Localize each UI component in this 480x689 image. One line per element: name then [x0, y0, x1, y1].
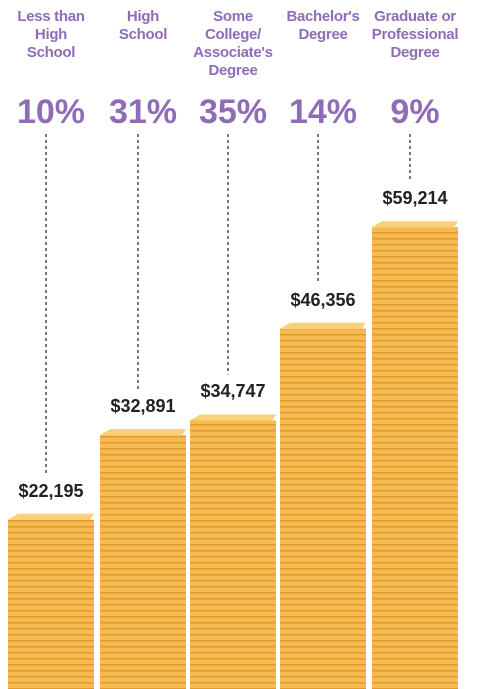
bar [372, 227, 458, 689]
value-label: $34,747 [200, 381, 266, 402]
bar [8, 519, 94, 689]
bar-top [8, 513, 94, 520]
category-label: Less than High School [17, 8, 85, 61]
bar-top [190, 414, 276, 421]
share-label: 35% [198, 93, 268, 131]
value-label: $22,195 [18, 480, 84, 501]
bar-top [100, 429, 186, 436]
bar [100, 435, 186, 689]
share-label: 9% [390, 93, 440, 131]
bar [280, 328, 366, 689]
bar [190, 420, 276, 689]
value-label: $32,891 [110, 396, 176, 417]
category-label: Graduate or Professional Degree [371, 8, 459, 61]
bar-top [372, 221, 458, 228]
share-label: 10% [16, 93, 86, 131]
share-label: 31% [108, 93, 178, 131]
category-label: Bachelor's Degree [286, 8, 360, 43]
category-label: Some College/ Associate's Degree [193, 8, 273, 79]
share-label: 14% [288, 93, 358, 131]
bar-top [280, 322, 366, 329]
value-label: $46,356 [290, 289, 356, 310]
value-label: $59,214 [382, 188, 448, 209]
category-label: High School [118, 8, 168, 43]
